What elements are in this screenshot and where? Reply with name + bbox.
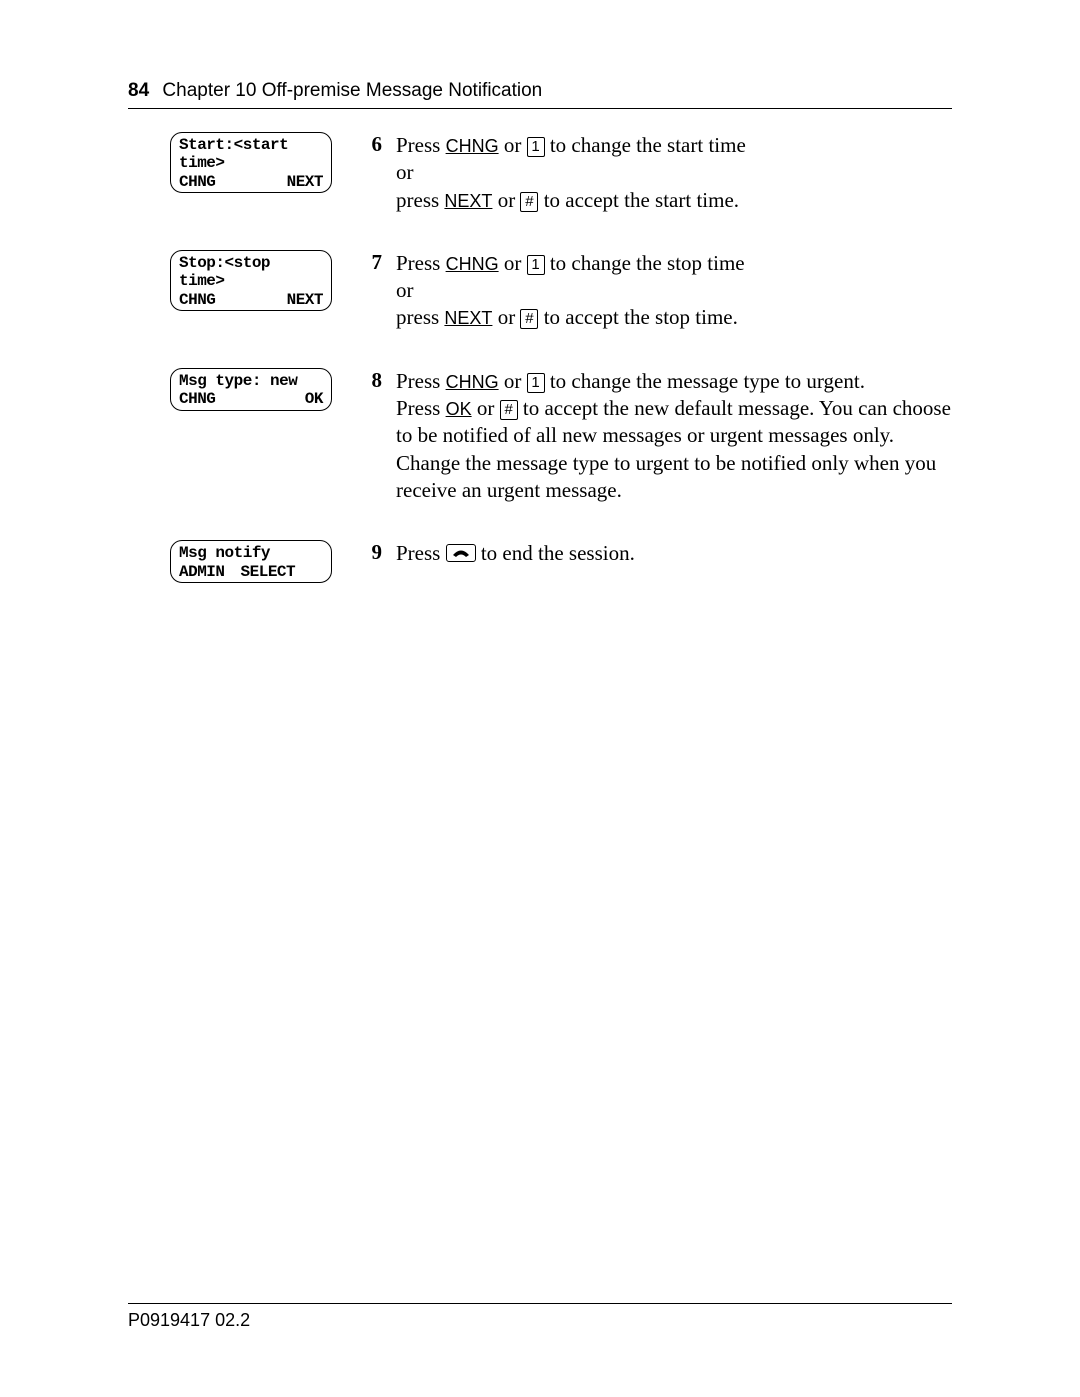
softkey-chng-ref: CHNG [446, 372, 499, 392]
document-id: P0919417 02.2 [128, 1310, 250, 1330]
display-line-1: Msg type: new [179, 372, 323, 390]
softkey-next: NEXT [287, 173, 323, 191]
step-instruction: Press CHNG or 1 to change the message ty… [396, 368, 952, 504]
softkey-chng-ref: CHNG [446, 254, 499, 274]
step-number: 8 [342, 368, 382, 393]
key-hash: # [520, 192, 538, 212]
step-instruction: Press CHNG or 1 to change the stop time … [396, 250, 952, 332]
step-number: 9 [342, 540, 382, 565]
page-footer: P0919417 02.2 [128, 1303, 952, 1331]
step-8: Msg type: new CHNG OK 8 Press CHNG or 1 … [170, 368, 952, 504]
step-instruction: Press CHNG or 1 to change the start time… [396, 132, 952, 214]
key-hash: # [520, 309, 538, 329]
key-hash: # [500, 400, 518, 420]
chapter-title: Chapter 10 Off-premise Message Notificat… [162, 80, 542, 101]
display-line-1: Start:<start time> [179, 136, 323, 173]
key-1: 1 [527, 255, 545, 275]
display-line-1: Stop:<stop time> [179, 254, 323, 291]
phone-display: Msg notify ADMIN SELECT [170, 540, 332, 583]
softkey-admin: ADMIN [179, 563, 225, 581]
step-number: 6 [342, 132, 382, 157]
page-number: 84 [128, 80, 149, 101]
softkey-ok: OK [305, 390, 323, 408]
step-6: Start:<start time> CHNG NEXT 6 Press CHN… [170, 132, 952, 214]
softkey-next: NEXT [287, 291, 323, 309]
page-header: 84 Chapter 10 Off-premise Message Notifi… [128, 80, 952, 109]
softkey-select: SELECT [241, 563, 296, 581]
steps-container: Start:<start time> CHNG NEXT 6 Press CHN… [170, 132, 952, 619]
softkey-chng-ref: CHNG [446, 136, 499, 156]
softkey-next-ref: NEXT [444, 308, 492, 328]
softkey-chng: CHNG [179, 173, 215, 191]
step-instruction: Press to end the session. [396, 540, 952, 567]
phone-display: Stop:<stop time> CHNG NEXT [170, 250, 332, 311]
display-line-1: Msg notify [179, 544, 323, 562]
step-9: Msg notify ADMIN SELECT 9 Press to end t… [170, 540, 952, 583]
phone-display: Start:<start time> CHNG NEXT [170, 132, 332, 193]
key-1: 1 [527, 373, 545, 393]
softkey-ok-ref: OK [446, 399, 472, 419]
step-7: Stop:<stop time> CHNG NEXT 7 Press CHNG … [170, 250, 952, 332]
softkey-chng: CHNG [179, 291, 215, 309]
page: 84 Chapter 10 Off-premise Message Notifi… [0, 0, 1080, 1397]
phone-display: Msg type: new CHNG OK [170, 368, 332, 411]
step-number: 7 [342, 250, 382, 275]
key-1: 1 [527, 137, 545, 157]
release-key-icon [446, 544, 476, 562]
softkey-next-ref: NEXT [444, 191, 492, 211]
softkey-chng: CHNG [179, 390, 215, 408]
